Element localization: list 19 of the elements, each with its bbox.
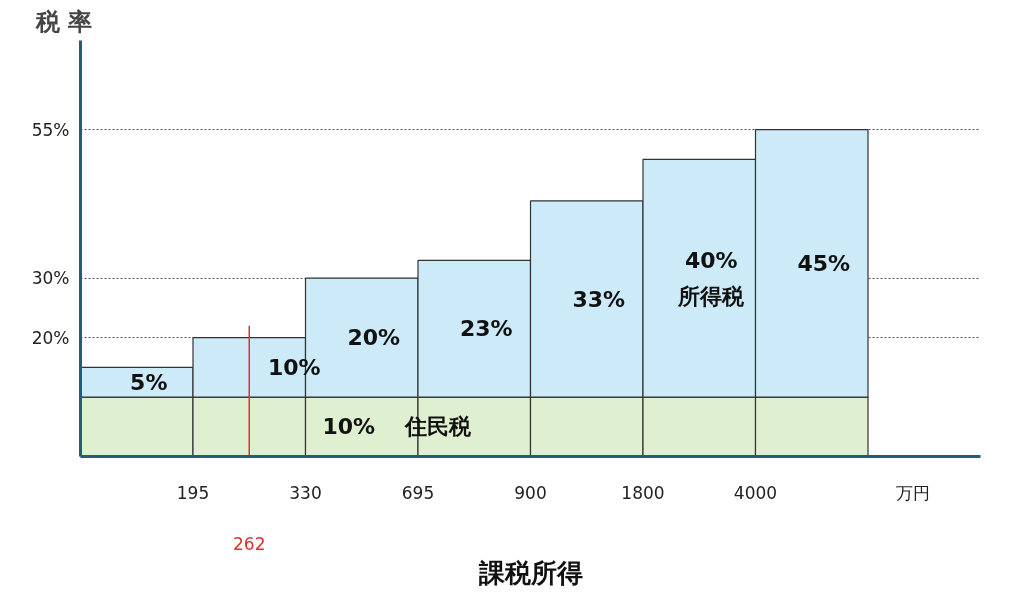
x-tick-label: 1800 xyxy=(621,482,665,503)
text: 万円 xyxy=(896,482,930,503)
y-axis-title: 税 率 xyxy=(34,7,92,36)
ref-line-label: 262 xyxy=(233,533,266,554)
data-label: 40% 所得税 xyxy=(677,247,746,309)
y-tick-label: 55% xyxy=(31,119,70,140)
x-tick-label: 330 xyxy=(289,482,322,503)
data-label: 5% xyxy=(130,369,168,395)
x-tick-label: 900 xyxy=(514,482,547,503)
data-label: 23% xyxy=(459,316,513,342)
data-label: 33% xyxy=(572,286,626,312)
y-tick-label: 20% xyxy=(31,327,70,348)
x-tick-label: 695 xyxy=(401,482,435,503)
data-label: 45% xyxy=(797,250,851,276)
y-tick-label: 30% xyxy=(31,268,70,289)
x-tick-label: 195 xyxy=(176,482,210,503)
x-axis-title: 課税所得 xyxy=(477,557,583,588)
data-label: 20% xyxy=(347,325,401,351)
x-tick-label: 4000 xyxy=(733,482,778,503)
